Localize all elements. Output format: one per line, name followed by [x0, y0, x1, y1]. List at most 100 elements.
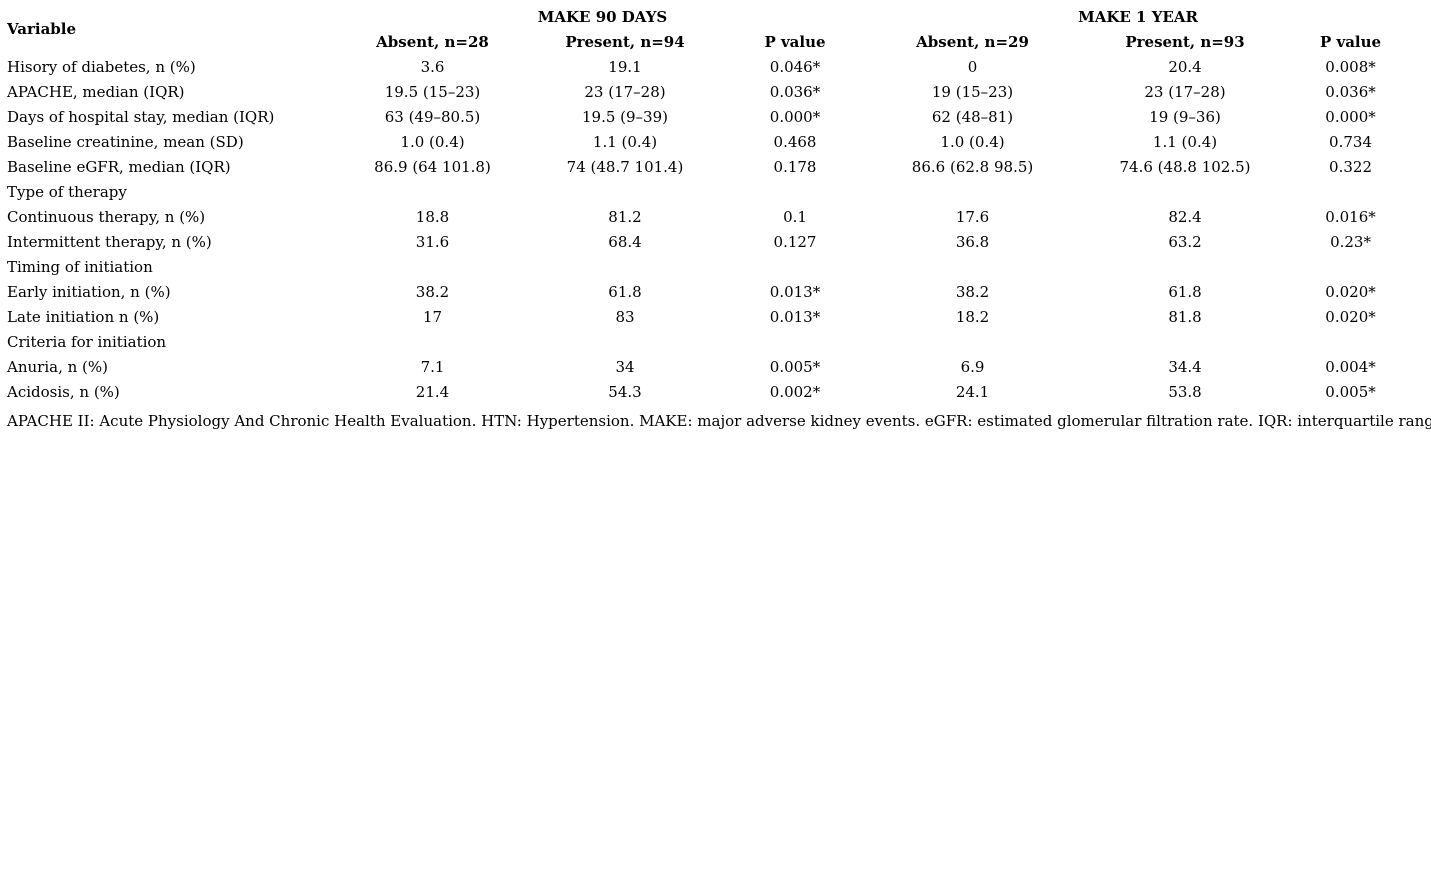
cell: 31.6	[415, 232, 450, 251]
row-label: APACHE, median (IQR)	[7, 82, 185, 101]
cell: 62 (48–81)	[931, 107, 1014, 126]
table-row-anuria: Anuria, n (%) 7.1 34 0.005* 6.9 34.4 0.0…	[0, 354, 1431, 379]
cell: 23 (17–28)	[584, 82, 666, 101]
row-label: Late initiation n (%)	[7, 307, 160, 326]
cell: 19.5 (9–39)	[581, 107, 668, 126]
cell: 74 (48.7 101.4)	[566, 157, 684, 176]
cell: 74.6 (48.8 102.5)	[1119, 157, 1251, 176]
column-header-absent-1y: Absent, n=29	[916, 32, 1029, 51]
table-row-late-initiation: Late initiation n (%) 17 83 0.013* 18.2 …	[0, 304, 1431, 329]
group-header-row: Variable MAKE 90 DAYS MAKE 1 YEAR	[0, 4, 1431, 39]
variable-column-header: Variable	[7, 20, 77, 38]
cell: 81.2	[608, 207, 642, 226]
cell: 23 (17–28)	[1144, 82, 1226, 101]
cell	[1100, 329, 1270, 354]
table-row-baseline-egfr: Baseline eGFR, median (IQR) 86.9 (64 101…	[0, 154, 1431, 179]
row-label: Early initiation, n (%)	[7, 282, 171, 301]
cell: 0.020*	[1325, 282, 1376, 301]
cell	[360, 179, 505, 204]
cell: 0.005*	[769, 357, 821, 376]
cell: 54.3	[608, 382, 642, 401]
cell: 17	[422, 307, 443, 326]
cell: 63.2	[1168, 232, 1202, 251]
table-row-continuous-therapy: Continuous therapy, n (%) 18.8 81.2 0.1 …	[0, 204, 1431, 229]
section-row-criteria-for-initiation: Criteria for initiation	[0, 329, 1431, 354]
cell: 0.020*	[1325, 307, 1376, 326]
cell: 0.000*	[1325, 107, 1376, 126]
cell: 19 (15–23)	[931, 82, 1014, 101]
column-header-row: Absent, n=28 Present, n=94 P value Absen…	[0, 29, 1431, 54]
cell: 20.4	[1168, 57, 1202, 76]
cell: 34.4	[1168, 357, 1202, 376]
cell: 68.4	[608, 232, 642, 251]
cell: 0.178	[773, 157, 817, 176]
section-label: Type of therapy	[7, 182, 127, 201]
cell: 0.000*	[769, 107, 821, 126]
cell: 24.1	[955, 382, 990, 401]
cell: 18.2	[955, 307, 990, 326]
column-header-present-1y: Present, n=93	[1125, 32, 1245, 51]
cell: 0.013*	[769, 307, 821, 326]
cell: 53.8	[1168, 382, 1202, 401]
row-label: Baseline eGFR, median (IQR)	[7, 157, 231, 176]
cell: 0.127	[773, 232, 817, 251]
cell: 61.8	[608, 282, 642, 301]
column-header-present-90: Present, n=94	[565, 32, 685, 51]
cell: 38.2	[955, 282, 990, 301]
cell: 61.8	[1168, 282, 1202, 301]
cell: 19 (9–36)	[1149, 107, 1221, 126]
cell	[505, 329, 745, 354]
row-label: Anuria, n (%)	[7, 357, 108, 376]
cell: 0.016*	[1325, 207, 1376, 226]
cell	[845, 254, 1100, 279]
cell: 1.1 (0.4)	[1152, 132, 1218, 151]
section-row-timing-of-initiation: Timing of initiation	[0, 254, 1431, 279]
cell	[505, 179, 745, 204]
cell: 1.1 (0.4)	[592, 132, 658, 151]
cell	[1100, 179, 1270, 204]
cell: 0.008*	[1325, 57, 1376, 76]
cell: 6.9	[960, 357, 985, 376]
row-label: Acidosis, n (%)	[7, 382, 120, 401]
cell	[1270, 329, 1431, 354]
outcomes-comparison-table: Variable MAKE 90 DAYS MAKE 1 YEAR Absent…	[0, 4, 1431, 404]
cell: 86.9 (64 101.8)	[374, 157, 491, 176]
cell: 0.1	[783, 207, 807, 226]
cell: 19.1	[608, 57, 642, 76]
cell	[845, 329, 1100, 354]
cell	[745, 329, 845, 354]
cell: 82.4	[1168, 207, 1202, 226]
cell: 19.5 (15–23)	[384, 82, 481, 101]
cell: 63 (49–80.5)	[384, 107, 481, 126]
cell: 1.0 (0.4)	[400, 132, 465, 151]
cell: 21.4	[415, 382, 450, 401]
cell: 36.8	[955, 232, 990, 251]
cell: 0.036*	[769, 82, 821, 101]
cell: 0	[967, 57, 978, 76]
table-row-acidosis: Acidosis, n (%) 21.4 54.3 0.002* 24.1 53…	[0, 379, 1431, 404]
cell	[360, 254, 505, 279]
table-row-intermittent-therapy: Intermittent therapy, n (%) 31.6 68.4 0.…	[0, 229, 1431, 254]
cell: 0.734	[1329, 132, 1372, 151]
cell	[1270, 254, 1431, 279]
cell: 0.046*	[769, 57, 821, 76]
cell: 0.23*	[1330, 232, 1371, 251]
cell: 3.6	[420, 57, 445, 76]
row-label: Continuous therapy, n (%)	[7, 207, 206, 226]
cell: 34	[615, 357, 635, 376]
cell: 83	[615, 307, 635, 326]
row-label: Intermittent therapy, n (%)	[7, 232, 212, 251]
cell: 0.004*	[1325, 357, 1376, 376]
cell: 18.8	[415, 207, 450, 226]
cell: 81.8	[1168, 307, 1202, 326]
table-row-days-of-hospital-stay: Days of hospital stay, median (IQR) 63 (…	[0, 104, 1431, 129]
section-row-type-of-therapy: Type of therapy	[0, 179, 1431, 204]
column-header-pvalue-90: P value	[764, 32, 826, 51]
cell	[1100, 254, 1270, 279]
cell: 38.2	[415, 282, 450, 301]
cell: 7.1	[420, 357, 445, 376]
cell: 0.468	[773, 132, 817, 151]
cell: 17.6	[955, 207, 990, 226]
group-header-make-90-days: MAKE 90 DAYS	[537, 7, 668, 26]
cell	[360, 329, 505, 354]
